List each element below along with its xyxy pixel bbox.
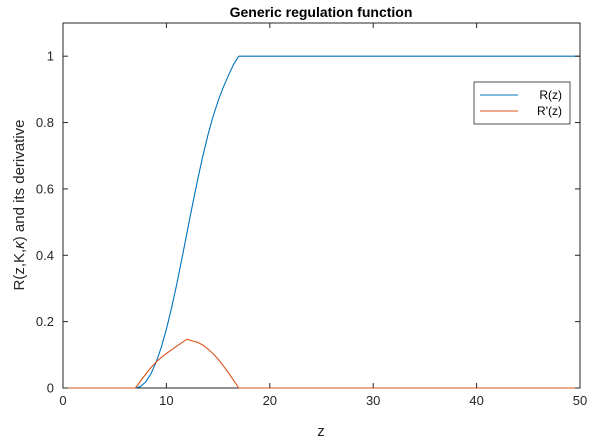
x-tick-label: 40 (469, 393, 483, 408)
series-line-r (63, 55, 580, 389)
plot-area (62, 22, 581, 389)
x-tick-label: 20 (263, 393, 277, 408)
kappa-symbol: κ (11, 240, 28, 249)
x-axis-label: z (317, 423, 325, 440)
y-tick-label: 0 (47, 381, 54, 396)
legend-label: R(z) (539, 88, 562, 102)
legend-box (473, 81, 571, 125)
legend-label: R'(z) (537, 104, 562, 118)
ticks-layer: 0 10 20 30 40 50 0 0.2 0.4 0.6 0.8 1 (36, 23, 587, 408)
series-layer (63, 55, 580, 389)
legend: R(z) R'(z) (473, 81, 571, 125)
y-tick-label: 0.4 (36, 248, 54, 263)
x-tick-label: 50 (573, 393, 587, 408)
x-tick-label: 10 (159, 393, 173, 408)
y-tick-label: 0.2 (36, 314, 54, 329)
x-tick-label: 0 (59, 393, 66, 408)
chart-title: Generic regulation function (230, 4, 413, 20)
plot-frame (62, 22, 581, 389)
series-line-r-prime (63, 338, 580, 389)
y-tick-label: 0.8 (36, 115, 54, 130)
y-tick-label: 1 (47, 49, 54, 64)
x-tick-label: 30 (366, 393, 380, 408)
y-tick-label: 0.6 (36, 181, 54, 196)
y-axis-label: R(z,K,κ) and its derivative (11, 120, 28, 291)
